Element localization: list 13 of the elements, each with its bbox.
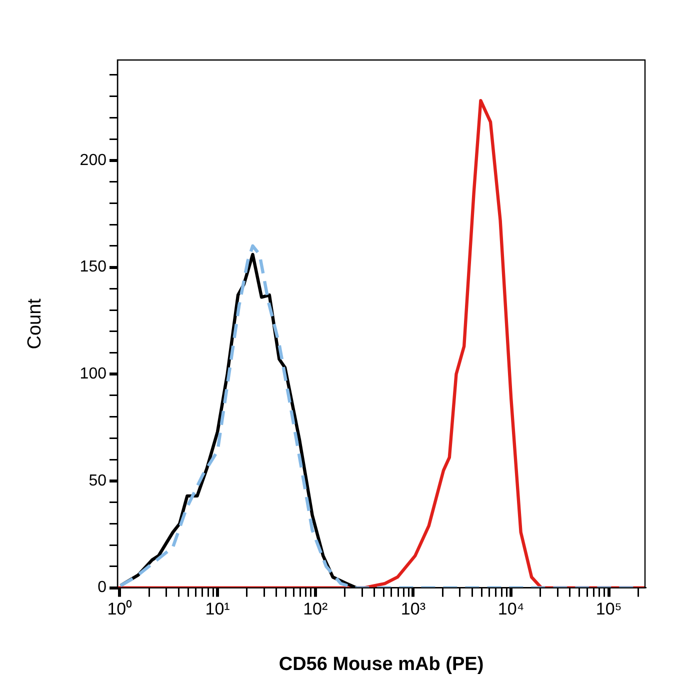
x-axis-title: CD56 Mouse mAb (PE) (278, 654, 484, 675)
x-tick-label: 10² (303, 600, 328, 619)
y-tick-label: 200 (80, 152, 107, 169)
x-tick-label: 10⁵ (596, 600, 622, 619)
y-tick-label: 100 (80, 366, 107, 383)
x-tick-label: 10⁴ (498, 600, 524, 619)
x-tick-label: 10⁰ (107, 600, 132, 619)
x-tick-label: 10³ (400, 600, 426, 619)
y-tick-label: 150 (80, 258, 107, 276)
y-tick-label: 0 (98, 579, 107, 596)
y-tick-label: 50 (88, 472, 107, 490)
y-axis-title: Count (24, 298, 46, 350)
x-tick-label: 10¹ (205, 600, 230, 619)
